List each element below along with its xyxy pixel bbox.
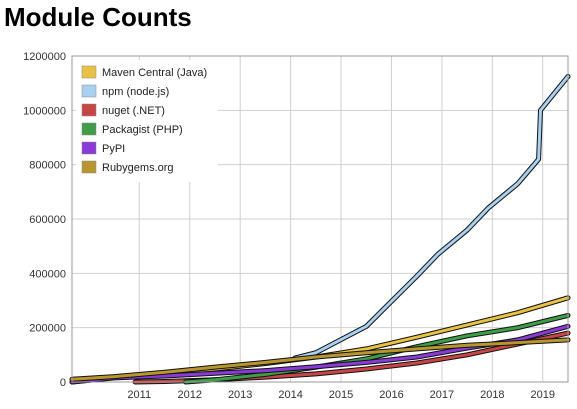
y-tick-label: 800000: [29, 160, 66, 172]
x-tick-label: 2015: [329, 389, 353, 401]
y-tick-label: 0: [60, 377, 66, 389]
y-tick-label: 1000000: [23, 105, 66, 117]
legend-swatch: [81, 141, 97, 155]
legend-label: npm (node.js): [102, 86, 169, 98]
legend-swatch: [81, 160, 97, 174]
x-axis-ticks: 2011 2012 2013 2014 2015 2016 2017 2018 2019: [127, 389, 555, 401]
x-tick-label: 2014: [278, 389, 302, 401]
legend-label: Maven Central (Java): [102, 67, 207, 79]
series-lines: [69, 73, 571, 385]
y-tick-label: 200000: [29, 323, 66, 335]
x-tick-label: 2019: [530, 389, 554, 401]
series-line-npm-node-js: [293, 74, 570, 360]
legend-swatch: [81, 103, 97, 117]
x-tick-label: 2013: [228, 389, 252, 401]
chart-title: Module Counts: [4, 2, 192, 32]
legend-swatch: [81, 65, 97, 79]
y-tick-label: 400000: [29, 268, 66, 280]
legend-label: nuget (.NET): [102, 105, 165, 117]
y-axis-ticks: 0 200000 400000 600000 800000 1000000 1200000: [23, 51, 66, 389]
legend-label: Packagist (PHP): [102, 124, 183, 136]
x-tick-label: 2016: [379, 389, 403, 401]
legend-label: Rubygems.org: [102, 162, 174, 174]
legend: Maven Central (Java) npm (node.js) nuget (…: [76, 60, 218, 182]
x-tick-label: 2012: [178, 389, 202, 401]
x-tick-label: 2018: [480, 389, 504, 401]
series-line-packagist-php: [184, 313, 570, 384]
legend-swatch: [81, 122, 97, 136]
y-tick-label: 1200000: [23, 51, 66, 63]
legend-box: [76, 60, 218, 182]
y-tick-label: 600000: [29, 214, 66, 226]
series-line-rubygems-org: [70, 338, 570, 381]
legend-swatch: [81, 84, 97, 98]
legend-label: PyPI: [102, 143, 125, 155]
x-tick-label: 2011: [127, 389, 151, 401]
plot-frame: [71, 55, 569, 383]
x-tick-label: 2017: [430, 389, 454, 401]
